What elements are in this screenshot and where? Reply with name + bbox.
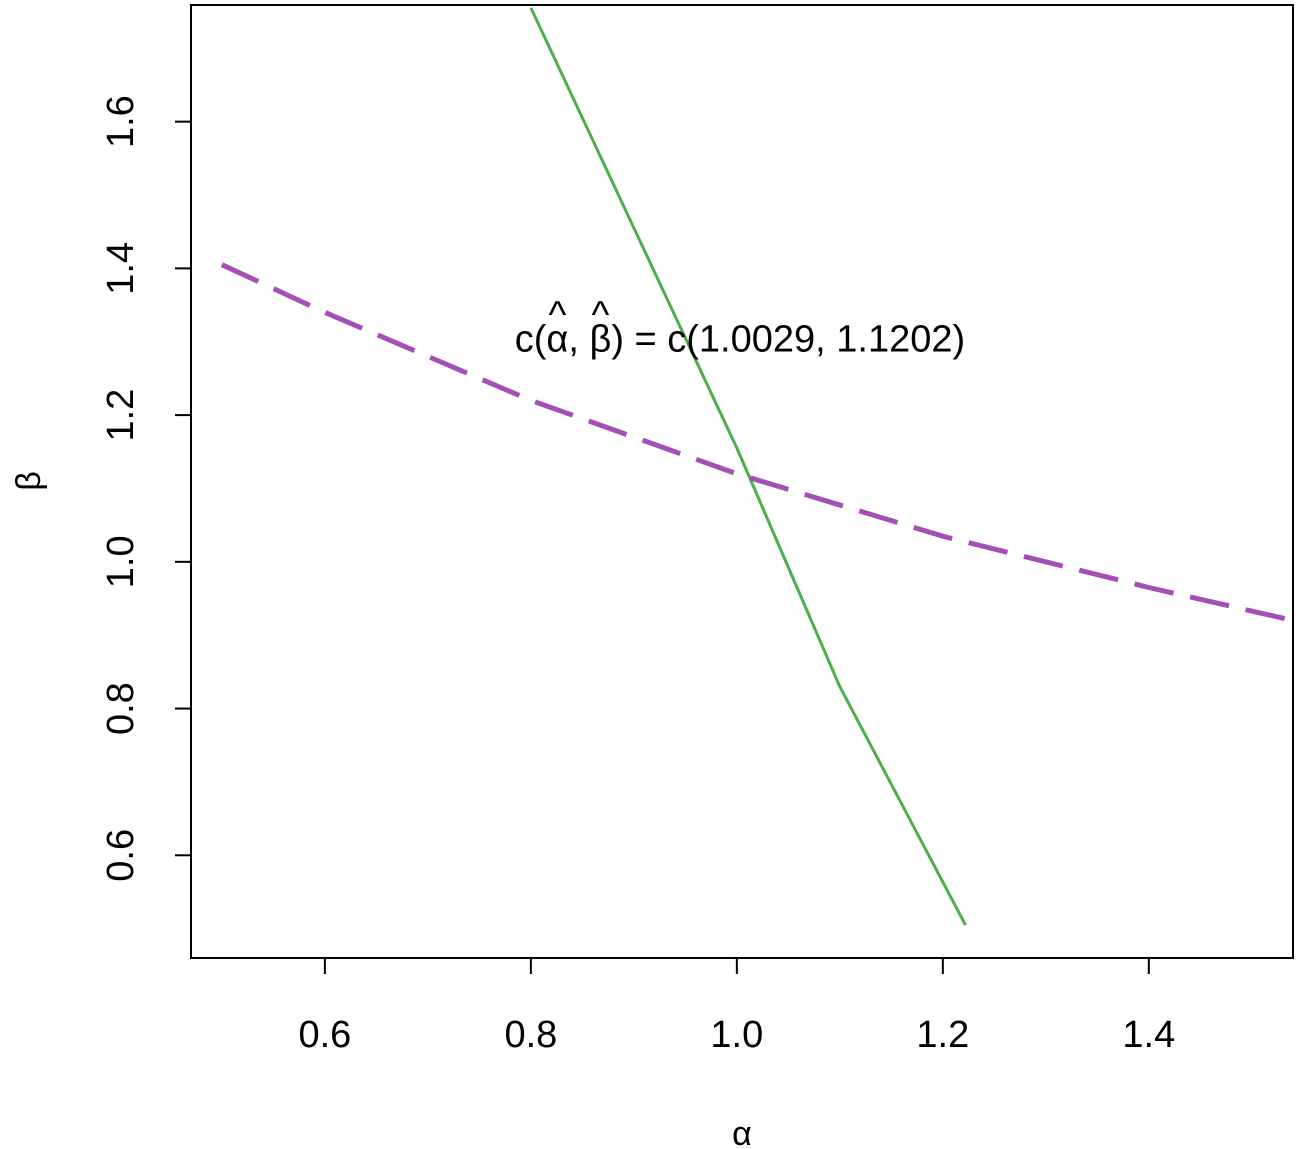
y-tick-label: 1.4 — [100, 242, 142, 295]
y-tick-label: 1.0 — [100, 535, 142, 588]
series-layer — [220, 7, 1294, 926]
y-axis-label: β — [10, 471, 48, 491]
y-tick-label: 1.2 — [100, 389, 142, 442]
y-tick-label: 0.6 — [100, 829, 142, 882]
x-tick-label: 1.2 — [916, 1014, 969, 1056]
x-tick-label: 1.0 — [710, 1014, 763, 1056]
annotation-beta-hat: β — [589, 318, 611, 360]
annotation-prefix: c( — [515, 318, 547, 360]
y-tick-label: 0.8 — [100, 682, 142, 735]
y-axis: 0.6 0.8 1.0 1.2 1.4 1.6 — [100, 95, 191, 882]
series-line-1 — [529, 7, 967, 926]
x-tick-label: 0.6 — [298, 1014, 351, 1056]
annotation-suffix: ) = c(1.0029, 1.1202) — [611, 318, 965, 360]
estimate-annotation: c(α, β) = c(1.0029, 1.1202) — [515, 318, 965, 360]
annotation-alpha-hat: α — [546, 318, 568, 360]
plot-frame — [190, 4, 1294, 959]
x-tick-label: 1.4 — [1122, 1014, 1175, 1056]
annotation-separator: , — [568, 318, 589, 360]
x-axis: 0.6 0.8 1.0 1.2 1.4 — [298, 958, 1175, 1056]
series-line-2 — [220, 262, 1294, 623]
x-tick-label: 0.8 — [504, 1014, 557, 1056]
x-axis-label: α — [732, 1115, 752, 1149]
beta-hat-mark: ^ — [591, 294, 609, 336]
y-tick-label: 1.6 — [100, 95, 142, 148]
alpha-hat-mark: ^ — [548, 294, 566, 336]
